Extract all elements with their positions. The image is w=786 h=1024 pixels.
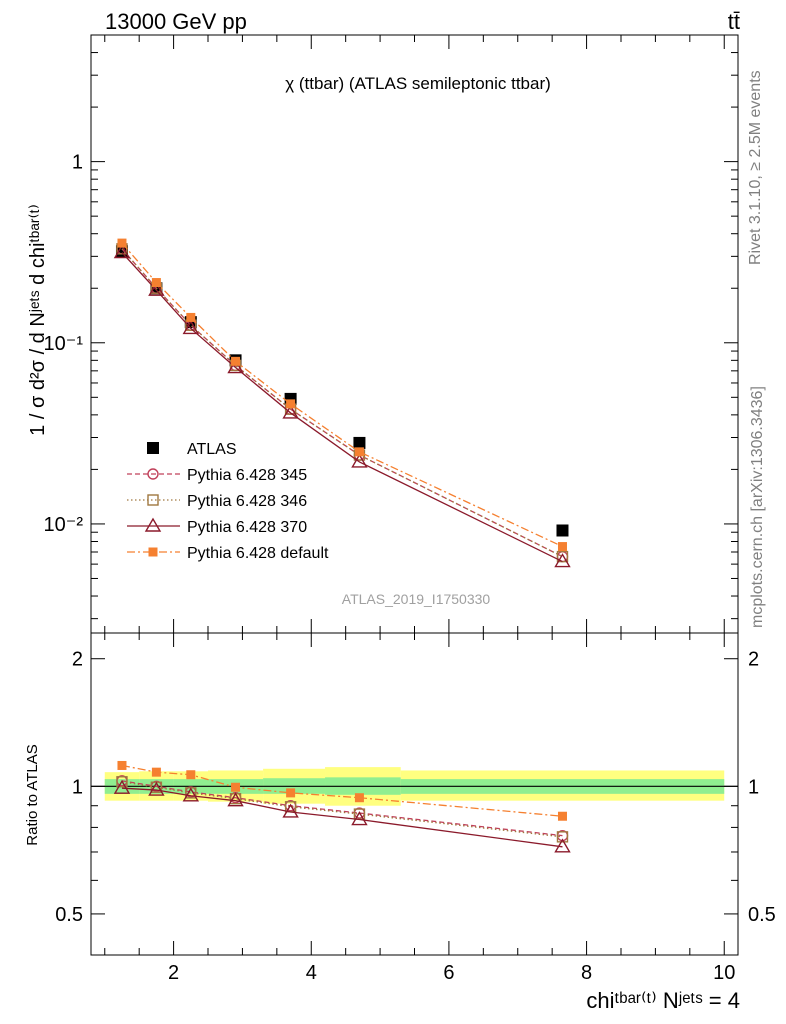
legend-label: Pythia 6.428 345 — [187, 467, 307, 484]
ratio-data-point — [282, 803, 299, 818]
main-axis-ticks — [91, 34, 738, 633]
rivet-version-label: Rivet 3.1.10, ≥ 2.5M events — [747, 70, 764, 265]
main-data-point — [182, 320, 200, 335]
ratio-data-point — [351, 811, 368, 826]
legend-entry: Pythia 6.428 370 — [127, 517, 307, 536]
legend: ATLAS Pythia 6.428 345 Pythia 6.428 346 Pyt… — [127, 441, 329, 562]
ratio-data-point — [186, 770, 196, 780]
main-y-tick-label: 10⁻² — [44, 514, 84, 536]
main-data-point — [556, 550, 569, 563]
legend-label: ATLAS — [187, 441, 237, 458]
main-data-point — [353, 436, 366, 449]
ratio-y-tick-label-left: 1 — [72, 776, 83, 798]
ratio-data-point — [113, 779, 131, 794]
ratio-data-point — [117, 760, 127, 770]
ratio-data-point — [286, 788, 296, 798]
main-y-tick-label: 10⁻¹ — [44, 333, 84, 355]
ratio-series-line — [121, 780, 563, 837]
ratio-x-tick-label: 2 — [168, 962, 179, 984]
main-series-line — [121, 248, 563, 558]
main-series-group — [113, 238, 571, 568]
ratio-data-point — [554, 838, 571, 853]
main-series-line — [121, 252, 563, 563]
legend-label: Pythia 6.428 default — [187, 545, 329, 562]
legend-marker — [147, 468, 159, 480]
main-data-point — [351, 453, 368, 468]
ratio-y-tick-label-right: 2 — [748, 649, 759, 671]
main-data-point — [231, 356, 241, 366]
main-series-1 — [116, 243, 569, 563]
ratio-data-point — [557, 811, 567, 821]
ratio-x-tick-label: 10 — [713, 962, 735, 984]
main-series-line — [121, 248, 563, 558]
main-data-point — [113, 244, 131, 259]
ratio-series-2 — [113, 779, 571, 853]
ratio-y-tick-label-right: 0.5 — [748, 904, 776, 926]
main-series-2 — [116, 243, 569, 563]
ratio-x-tick-labels: 2 4 6 8 10 — [168, 962, 735, 984]
main-series-0 — [115, 245, 569, 537]
legend-entry: Pythia 6.428 default — [127, 545, 329, 562]
main-data-point — [227, 359, 244, 374]
ratio-y-tick-labels: 0.5 0.5 1 1 2 2 — [55, 649, 776, 926]
ratio-data-point — [227, 792, 244, 807]
legend-entry: ATLAS — [147, 441, 237, 458]
ratio-x-tick-label: 4 — [306, 962, 317, 984]
ratio-y-axis-label: Ratio to ATLAS — [24, 744, 41, 845]
main-series-4 — [117, 238, 567, 552]
main-y-tick-label: 1 — [72, 152, 83, 174]
legend-entry: Pythia 6.428 346 — [127, 493, 307, 510]
main-data-point — [282, 404, 299, 419]
ratio-plot-panel: 0.5 0.5 1 1 2 2 2 4 6 8 10 Ratio to ATLAS chiᵗᵇᵃʳ… — [24, 632, 776, 1013]
ratio-series-3 — [117, 760, 567, 821]
main-data-point — [557, 542, 567, 552]
main-y-axis-label: 1 / σ d²σ / d Nʲᵉᵗˢ d chiᵗᵇᵃʳ⁽ᵗ⁾ — [27, 204, 49, 436]
main-data-point — [151, 278, 161, 288]
ratio-data-point — [354, 793, 364, 803]
ratio-y-tick-label-left: 0.5 — [55, 904, 83, 926]
main-plot-panel: 10⁻² 10⁻¹ 1 χ (ttbar) (ATLAS semileptonic … — [27, 34, 739, 634]
main-data-point — [186, 312, 196, 322]
legend-marker — [147, 442, 159, 454]
ratio-data-point — [556, 831, 569, 843]
ratio-x-tick-label: 8 — [581, 962, 592, 984]
mcplots-reference-label: mcplots.cern.ch [arXiv:1306.3436] — [749, 386, 766, 628]
legend-entry: Pythia 6.428 345 — [127, 467, 307, 484]
analysis-id-watermark: ATLAS_2019_I1750330 — [342, 591, 491, 607]
legend-marker — [147, 494, 159, 506]
ratio-data-point — [231, 782, 241, 792]
main-data-point — [556, 524, 569, 537]
header-process-label: tt̄ — [728, 9, 740, 34]
main-y-tick-labels: 10⁻² 10⁻¹ 1 — [44, 152, 84, 536]
main-data-point — [117, 238, 127, 248]
plot-title: χ (ttbar) (ATLAS semileptonic ttbar) — [285, 74, 551, 93]
ratio-data-point — [116, 776, 128, 788]
legend-marker — [148, 547, 158, 557]
ratio-data-point — [151, 767, 161, 777]
main-data-point — [354, 447, 364, 457]
ratio-series-group — [113, 760, 571, 853]
legend-label: Pythia 6.428 370 — [187, 519, 307, 536]
ratio-y-tick-label-left: 2 — [72, 649, 83, 671]
main-data-point — [148, 281, 165, 296]
ratio-x-tick-label: 6 — [443, 962, 454, 984]
ratio-series-line — [121, 787, 563, 848]
legend-marker — [144, 517, 162, 532]
ratio-axis-ticks — [91, 633, 738, 956]
ratio-y-tick-label-right: 1 — [748, 776, 759, 798]
main-series-3 — [113, 244, 571, 568]
main-data-point — [554, 553, 571, 568]
ratio-data-point — [182, 787, 200, 802]
ratio-data-point — [148, 781, 165, 796]
legend-label: Pythia 6.428 346 — [187, 493, 307, 510]
x-axis-label: chiᵗᵇᵃʳ⁽ᵗ⁾ Nʲᵉᵗˢ = 4 — [586, 988, 740, 1013]
main-data-point — [286, 399, 296, 409]
header-energy-label: 13000 GeV pp — [105, 9, 247, 34]
